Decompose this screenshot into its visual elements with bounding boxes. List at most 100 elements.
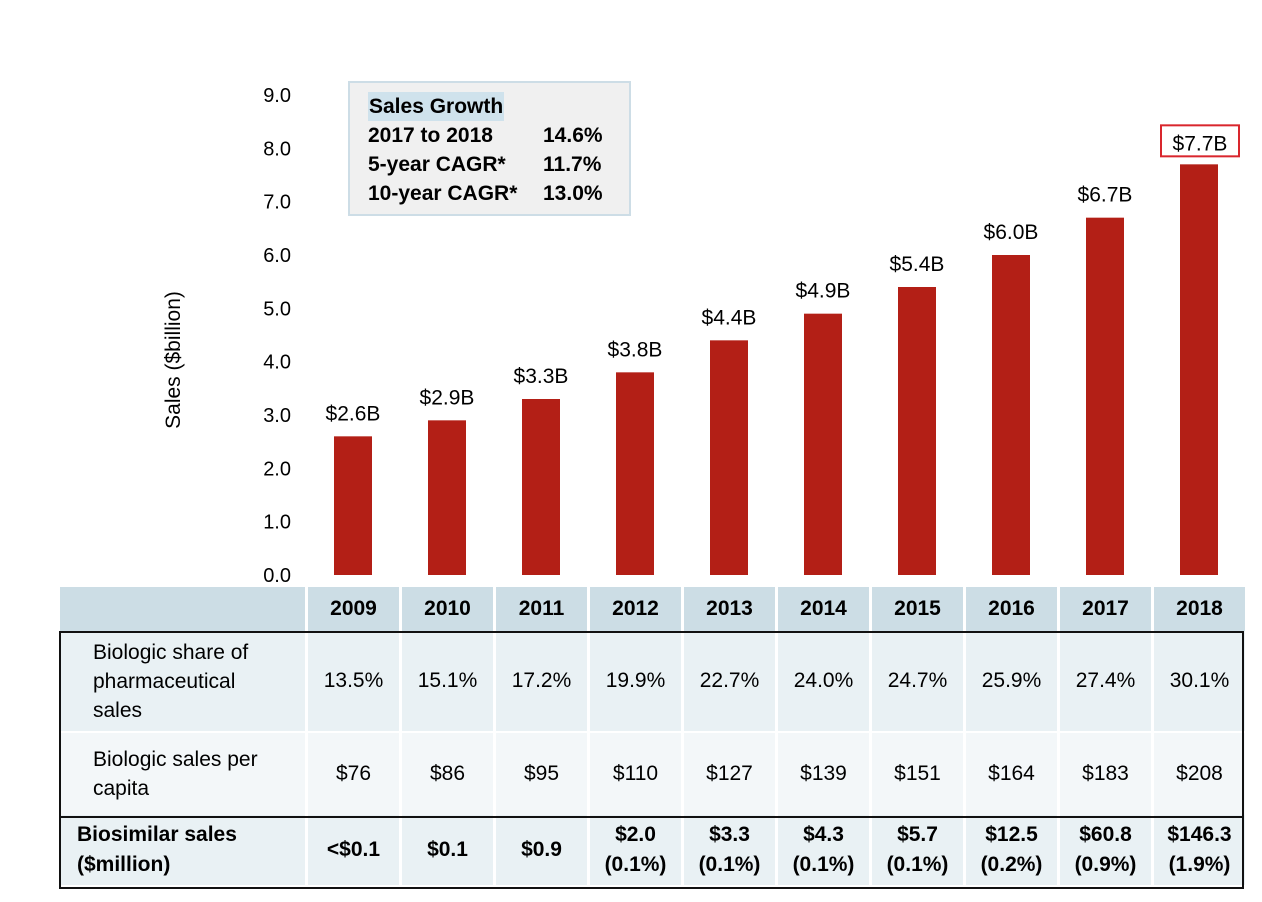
table-cell: 17.2% bbox=[494, 631, 590, 732]
bar-2013 bbox=[710, 340, 748, 575]
year-header-2011: 2011 bbox=[494, 587, 590, 631]
y-axis-label: Sales ($billion) bbox=[162, 291, 185, 429]
bar-2016 bbox=[992, 255, 1030, 575]
row-label-line: Biologic sales per bbox=[93, 748, 258, 771]
year-header-2013: 2013 bbox=[682, 587, 778, 631]
header-corner bbox=[60, 587, 308, 631]
year-header-2015: 2015 bbox=[870, 587, 966, 631]
cell-main-value: $146.3 bbox=[1167, 823, 1232, 846]
cell-share-value: (0.1%) bbox=[886, 853, 949, 876]
data-label-2016: $6.0B bbox=[984, 221, 1039, 244]
bar-chart: 0.0 1.0 2.0 3.0 4.0 5.0 6.0 7.0 8.0 9.0 Sales ($b… bbox=[162, 85, 1240, 587]
y-tick-label: 7.0 bbox=[263, 192, 291, 214]
y-tick-label: 9.0 bbox=[263, 85, 291, 107]
table-cell: $76 bbox=[306, 731, 402, 815]
table-cell: $164 bbox=[964, 731, 1060, 815]
bar-2012 bbox=[616, 372, 654, 575]
bar-2017 bbox=[1086, 217, 1124, 575]
table-cell: $95 bbox=[494, 731, 590, 815]
data-label-2018: $7.7B bbox=[1173, 132, 1228, 155]
table-cell: $151 bbox=[870, 731, 966, 815]
y-axis-ticks: 0.0 1.0 2.0 3.0 4.0 5.0 6.0 7.0 8.0 9.0 bbox=[263, 85, 291, 587]
bars bbox=[334, 164, 1218, 576]
year-header-2010: 2010 bbox=[400, 587, 496, 631]
data-labels: $2.6B $2.9B $3.3B $3.8B $4.4B $4.9B $5.4B $6.0B… bbox=[326, 124, 1240, 425]
row-label-line: pharmaceutical bbox=[93, 669, 236, 693]
table-cell: $3.3 (0.1%) bbox=[682, 815, 778, 885]
cell-share-value: (0.1%) bbox=[604, 853, 667, 876]
growth-row: 5-year CAGR* 11.7% bbox=[368, 150, 629, 179]
table-divider bbox=[59, 816, 1244, 818]
table-cell: $0.9 bbox=[494, 815, 590, 885]
y-tick-label: 2.0 bbox=[263, 458, 291, 480]
cell-main-value: $0.1 bbox=[427, 838, 468, 861]
cell-share-value: (0.1%) bbox=[792, 853, 855, 876]
data-table: 2009 2010 2011 2012 2013 2014 2015 2016 2017 2018… bbox=[60, 587, 1248, 885]
cell-share-value: (0.9%) bbox=[1074, 853, 1137, 876]
table-cell: $208 bbox=[1152, 731, 1248, 815]
growth-label: 2017 to 2018 bbox=[368, 124, 493, 147]
year-header-2014: 2014 bbox=[776, 587, 872, 631]
sales-growth-title: Sales Growth bbox=[368, 92, 505, 121]
table-row-biosimilar-sales: Biosimilar sales ($million) <$0.1 $0.1 $0.… bbox=[60, 815, 1248, 885]
y-tick-label: 5.0 bbox=[263, 298, 291, 320]
year-header-2017: 2017 bbox=[1058, 587, 1154, 631]
data-label-2011: $3.3B bbox=[514, 365, 569, 388]
table-cell: 22.7% bbox=[682, 631, 778, 732]
growth-row: 10-year CAGR* 13.0% bbox=[368, 179, 629, 208]
cell-share-value: (0.1%) bbox=[698, 853, 761, 876]
table-cell: 24.7% bbox=[870, 631, 966, 732]
year-header-2009: 2009 bbox=[306, 587, 402, 631]
row-label-line: ($million) bbox=[77, 853, 171, 876]
row-label: Biosimilar sales ($million) bbox=[60, 815, 308, 885]
data-label-2009: $2.6B bbox=[326, 402, 381, 425]
bar-2014 bbox=[804, 313, 842, 575]
y-tick-label: 6.0 bbox=[263, 245, 291, 267]
cell-share-value: (1.9%) bbox=[1168, 853, 1231, 876]
cell-main-value: $3.3 bbox=[709, 823, 750, 846]
growth-row: 2017 to 2018 14.6% bbox=[368, 121, 629, 150]
data-label-2014: $4.9B bbox=[796, 280, 851, 303]
table-cell: $86 bbox=[400, 731, 496, 815]
table-cell: <$0.1 bbox=[306, 815, 402, 885]
table-cell: 15.1% bbox=[400, 631, 496, 732]
data-label-2017: $6.7B bbox=[1078, 184, 1133, 207]
y-tick-label: 1.0 bbox=[263, 512, 291, 534]
table-cell: $5.7 (0.1%) bbox=[870, 815, 966, 885]
table-cell: 13.5% bbox=[306, 631, 402, 732]
table-cell: $127 bbox=[682, 731, 778, 815]
cell-main-value: $2.0 bbox=[615, 823, 656, 846]
data-label-2010: $2.9B bbox=[420, 386, 475, 409]
sales-growth-box: Sales Growth 2017 to 2018 14.6% 5-year C… bbox=[348, 81, 631, 216]
table-cell: $139 bbox=[776, 731, 872, 815]
growth-value: 13.0% bbox=[543, 182, 603, 205]
y-tick-label: 8.0 bbox=[263, 138, 291, 160]
row-label: Biologic sales per capita bbox=[60, 731, 308, 815]
table-cell: $0.1 bbox=[400, 815, 496, 885]
bar-2011 bbox=[522, 399, 560, 575]
year-header-2012: 2012 bbox=[588, 587, 684, 631]
y-tick-label: 3.0 bbox=[263, 405, 291, 427]
data-label-2013: $4.4B bbox=[702, 306, 757, 329]
table-cell: 24.0% bbox=[776, 631, 872, 732]
cell-main-value: <$0.1 bbox=[326, 838, 381, 861]
year-header-2016: 2016 bbox=[964, 587, 1060, 631]
table-cell: $146.3 (1.9%) bbox=[1152, 815, 1248, 885]
y-tick-label: 0.0 bbox=[263, 565, 291, 587]
table-cell: 19.9% bbox=[588, 631, 684, 732]
bar-2010 bbox=[428, 420, 466, 575]
bar-2015 bbox=[898, 287, 936, 575]
cell-main-value: $5.7 bbox=[897, 823, 938, 846]
row-label: Biologic share of pharmaceutical sales bbox=[60, 631, 308, 732]
highlight-label-box bbox=[1160, 124, 1240, 158]
table-cell: $60.8 (0.9%) bbox=[1058, 815, 1154, 885]
year-header-2018: 2018 bbox=[1152, 587, 1248, 631]
cell-share-value: (0.2%) bbox=[980, 853, 1043, 876]
table-cell: 27.4% bbox=[1058, 631, 1154, 732]
table-cell: $183 bbox=[1058, 731, 1154, 815]
cell-main-value: $4.3 bbox=[803, 823, 844, 846]
row-label-line: Biologic share of bbox=[93, 640, 249, 664]
bar-2009 bbox=[334, 436, 372, 575]
growth-value: 14.6% bbox=[543, 124, 603, 147]
row-label-line: capita bbox=[93, 777, 150, 800]
